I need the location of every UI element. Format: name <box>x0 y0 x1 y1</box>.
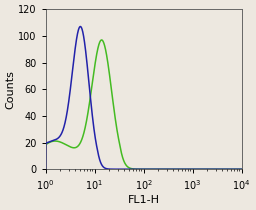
X-axis label: FL1-H: FL1-H <box>127 195 159 205</box>
Y-axis label: Counts: Counts <box>5 70 15 109</box>
